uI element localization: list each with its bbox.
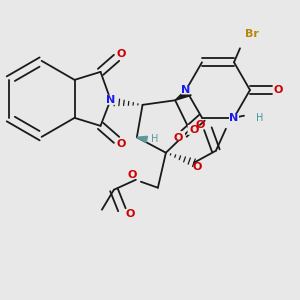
Text: H: H [151,134,158,144]
Text: O: O [127,170,136,180]
Polygon shape [175,88,191,100]
FancyBboxPatch shape [181,85,191,94]
FancyBboxPatch shape [175,131,185,140]
Text: O: O [273,85,283,95]
Text: O: O [117,49,126,59]
FancyBboxPatch shape [229,113,239,122]
Text: H: H [256,113,264,123]
Text: N: N [182,85,190,95]
Text: Br: Br [245,29,259,39]
Text: O: O [173,133,183,143]
Polygon shape [137,136,147,142]
Text: O: O [192,162,202,172]
FancyBboxPatch shape [105,95,116,105]
FancyBboxPatch shape [188,125,200,135]
Text: N: N [230,113,238,123]
Text: N: N [106,95,115,105]
Text: O: O [125,209,135,219]
Text: O: O [117,139,126,149]
Text: O: O [195,120,205,130]
Text: O: O [190,125,199,135]
FancyBboxPatch shape [273,85,283,94]
